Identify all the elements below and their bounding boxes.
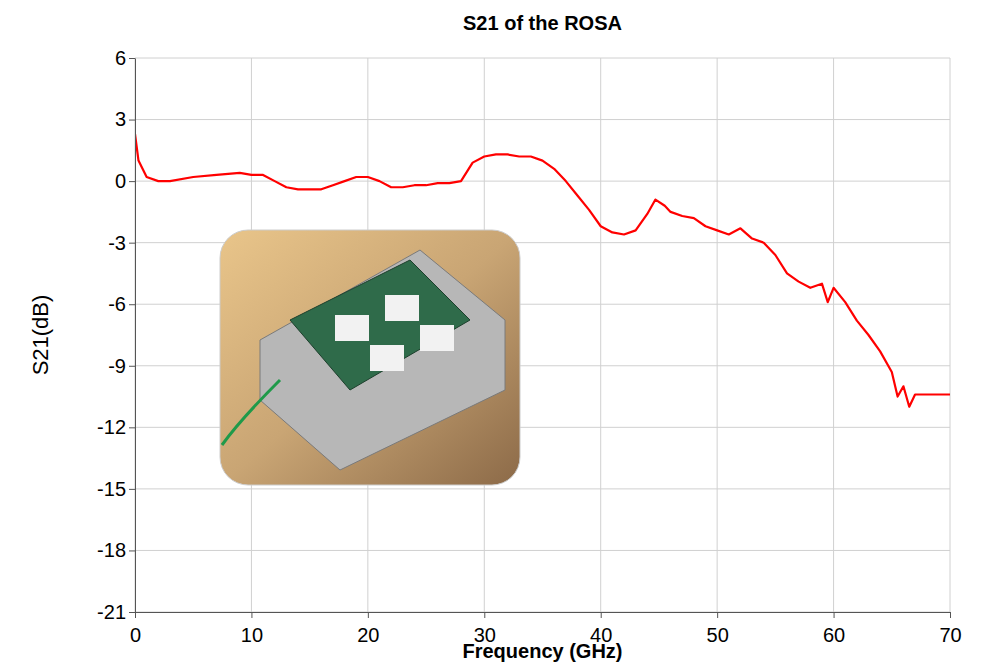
y-axis-tick-label: -9 bbox=[108, 355, 126, 377]
y-axis-tick: -12 bbox=[97, 416, 135, 438]
inset-photo bbox=[220, 230, 520, 485]
x-axis-tick-mark bbox=[717, 612, 718, 618]
y-axis-tick-mark bbox=[129, 489, 135, 490]
x-axis-line bbox=[136, 612, 951, 613]
y-axis-tick-label: 3 bbox=[115, 108, 126, 130]
x-axis-tick-label: 10 bbox=[241, 624, 263, 646]
x-axis-tick-mark bbox=[484, 612, 485, 618]
y-axis-tick: -6 bbox=[108, 293, 135, 315]
x-axis-title: Frequency (GHz) bbox=[462, 640, 622, 662]
grid-line-y bbox=[135, 488, 950, 489]
x-axis-tick: 10 bbox=[241, 612, 263, 646]
x-axis-tick: 70 bbox=[939, 612, 961, 646]
x-axis-tick-label: 0 bbox=[130, 624, 141, 646]
data-line bbox=[135, 134, 950, 407]
grid bbox=[135, 58, 950, 612]
x-axis-tick: 50 bbox=[707, 612, 729, 646]
y-axis: -21 -18 -15 -12 -9 -6 -3 0 3 6 bbox=[97, 47, 135, 623]
y-axis-tick: -15 bbox=[97, 478, 135, 500]
y-axis-line bbox=[135, 59, 136, 613]
x-axis-tick-mark bbox=[368, 612, 369, 618]
y-axis-tick: -18 bbox=[97, 539, 135, 561]
y-axis-tick-label: 6 bbox=[115, 47, 126, 69]
y-axis-tick-mark bbox=[129, 120, 135, 121]
photo-pad bbox=[420, 325, 454, 351]
grid-line-x bbox=[833, 58, 834, 612]
y-axis-tick-label: -18 bbox=[97, 539, 126, 561]
grid-line-x bbox=[717, 58, 718, 612]
y-axis-tick: -3 bbox=[108, 232, 135, 254]
y-axis-tick-mark bbox=[129, 181, 135, 182]
y-axis-tick-mark bbox=[129, 58, 135, 59]
x-axis-tick-mark bbox=[834, 612, 835, 618]
chart: 010203040506070-21-18-15-12-9-6-3036S21 … bbox=[0, 0, 997, 670]
y-axis-tick-label: -21 bbox=[97, 601, 126, 623]
x-axis-tick: 20 bbox=[357, 612, 379, 646]
photo-board bbox=[290, 260, 470, 390]
x-axis-tick-mark bbox=[251, 612, 252, 618]
x-axis-tick-label: 50 bbox=[707, 624, 729, 646]
grid-line-x bbox=[950, 58, 951, 612]
y-axis-tick-label: -12 bbox=[97, 416, 126, 438]
y-axis-tick: -21 bbox=[97, 601, 135, 623]
y-axis-tick: 6 bbox=[115, 47, 135, 69]
photo-pad bbox=[370, 345, 404, 371]
series-group bbox=[135, 134, 950, 407]
y-axis-tick-label: -3 bbox=[108, 232, 126, 254]
grid-line-y bbox=[135, 119, 950, 120]
y-axis-tick: 0 bbox=[115, 170, 135, 192]
y-axis-tick-label: -6 bbox=[108, 293, 126, 315]
x-axis-tick-mark bbox=[135, 612, 136, 618]
y-axis-tick: 3 bbox=[115, 108, 135, 130]
y-axis-tick: -9 bbox=[108, 355, 135, 377]
y-axis-tick-mark bbox=[129, 366, 135, 367]
y-axis-tick-mark bbox=[129, 304, 135, 305]
grid-line-y bbox=[135, 612, 950, 613]
grid-line-y bbox=[135, 58, 950, 59]
plot-area: 010203040506070-21-18-15-12-9-6-3036 bbox=[97, 47, 962, 646]
grid-line-y bbox=[135, 181, 950, 182]
y-axis-tick-label: 0 bbox=[115, 170, 126, 192]
chart-title: S21 of the ROSA bbox=[463, 12, 622, 34]
photo-bg bbox=[220, 230, 520, 485]
x-axis-tick-label: 70 bbox=[939, 624, 961, 646]
grid-line-y bbox=[135, 550, 950, 551]
x-axis-tick: 60 bbox=[823, 612, 845, 646]
y-axis-tick-mark bbox=[129, 427, 135, 428]
photo-pad bbox=[335, 315, 369, 341]
x-axis-tick-label: 60 bbox=[823, 624, 845, 646]
y-axis-title: S21(dB) bbox=[28, 295, 53, 376]
x-axis-tick-mark bbox=[950, 612, 951, 618]
photo-pad bbox=[385, 295, 419, 321]
y-axis-tick-mark bbox=[129, 612, 135, 613]
photo-box bbox=[260, 250, 505, 470]
grid-line-x bbox=[600, 58, 601, 612]
photo-fiber bbox=[222, 380, 280, 445]
x-axis-tick: 0 bbox=[130, 612, 141, 646]
x-axis-tick-label: 20 bbox=[357, 624, 379, 646]
y-axis-tick-label: -15 bbox=[97, 478, 126, 500]
grid-line-x bbox=[135, 58, 136, 612]
y-axis-tick-mark bbox=[129, 243, 135, 244]
y-axis-tick-mark bbox=[129, 550, 135, 551]
x-axis-tick-mark bbox=[601, 612, 602, 618]
